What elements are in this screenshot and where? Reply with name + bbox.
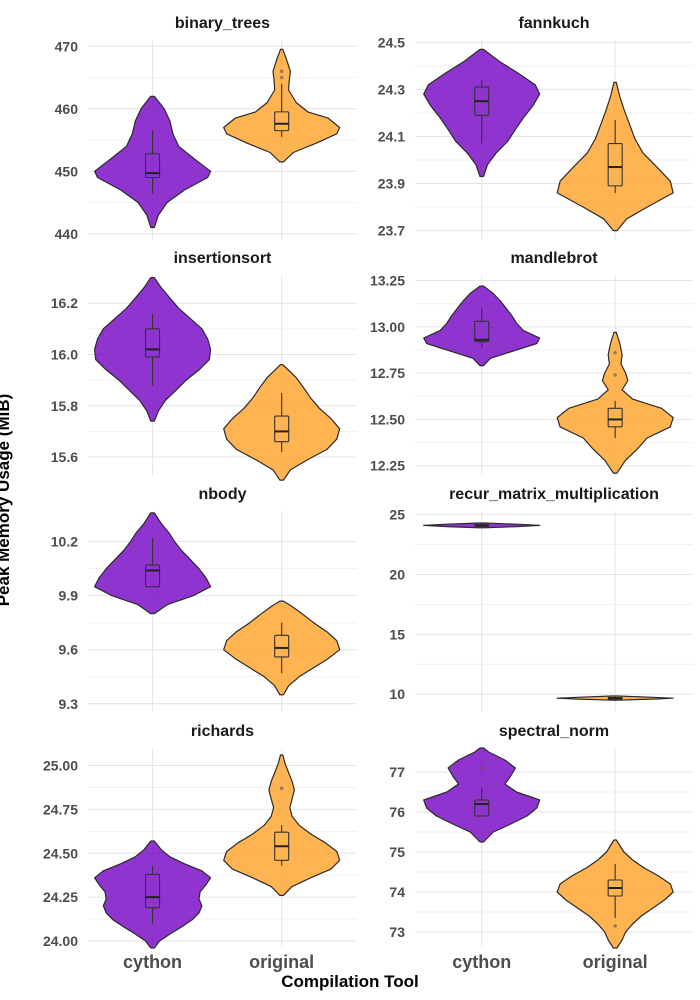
y-tick-label: 13.00 bbox=[370, 319, 405, 335]
box-cython bbox=[145, 873, 161, 909]
y-tick-label: 440 bbox=[55, 226, 79, 242]
y-tick-label: 20 bbox=[389, 566, 405, 582]
box-cython bbox=[145, 564, 161, 588]
violin-original bbox=[556, 839, 674, 949]
y-tick-label: 15 bbox=[389, 626, 405, 642]
outlier-point bbox=[613, 350, 617, 355]
box-cython bbox=[474, 320, 490, 343]
panel-fannkuch: 23.7 23.9 24.1 24.3 24.5 fannkuch bbox=[378, 15, 693, 240]
y-tick-label: 77 bbox=[389, 764, 405, 780]
violin-original bbox=[223, 364, 341, 481]
panel-nbody: 9.3 9.6 9.9 10.2 nbody bbox=[51, 486, 357, 712]
y-tick-label: 24.5 bbox=[378, 34, 405, 50]
box-original bbox=[274, 634, 290, 658]
y-tick-label: 10 bbox=[389, 686, 405, 702]
panel-title: richards bbox=[191, 723, 254, 740]
panel-title: fannkuch bbox=[518, 15, 589, 32]
x-tick-label-original: original bbox=[249, 952, 314, 972]
y-tick-label: 24.25 bbox=[43, 889, 78, 905]
y-tick-label: 23.9 bbox=[378, 176, 405, 192]
panel-title: insertionsort bbox=[174, 250, 272, 267]
outlier-point bbox=[613, 924, 617, 928]
y-tick-label: 15.8 bbox=[51, 398, 78, 414]
outlier-point bbox=[279, 786, 284, 791]
outlier-point bbox=[279, 69, 284, 74]
y-tick-label: 15.6 bbox=[51, 449, 78, 465]
y-axis-title: Peak Memory Usage (MiB) bbox=[0, 393, 13, 607]
box-original bbox=[607, 142, 623, 187]
outlier-point bbox=[479, 766, 484, 770]
violin-cython bbox=[94, 95, 212, 229]
y-tick-label: 16.0 bbox=[51, 346, 78, 362]
y-tick-label: 12.75 bbox=[370, 365, 405, 381]
panel-richards: 24.00 24.25 24.50 24.75 25.00 richards bbox=[43, 723, 357, 949]
x-tick-label-cython: cython bbox=[452, 952, 511, 972]
violin-cython bbox=[423, 285, 541, 367]
panel-title: spectral_norm bbox=[499, 723, 609, 740]
y-tick-label: 13.25 bbox=[370, 273, 405, 289]
y-tick-label: 74 bbox=[389, 884, 405, 900]
y-tick-label: 12.50 bbox=[370, 411, 405, 427]
box-original bbox=[274, 111, 290, 132]
x-tick-label-cython: cython bbox=[123, 952, 182, 972]
panel-insertionsort: 15.6 15.8 16.0 16.2 insertionsort bbox=[51, 250, 357, 481]
y-tick-label: 9.3 bbox=[59, 696, 79, 712]
y-tick-label: 12.25 bbox=[370, 458, 405, 474]
y-tick-label: 24.00 bbox=[43, 933, 78, 949]
y-tick-label: 24.50 bbox=[43, 845, 78, 861]
y-tick-label: 16.2 bbox=[51, 295, 78, 311]
y-tick-label: 25 bbox=[389, 507, 405, 523]
panel-title: mandlebrot bbox=[510, 250, 598, 267]
violin-cython bbox=[94, 840, 212, 949]
box-cython bbox=[145, 328, 161, 358]
box-original bbox=[607, 407, 623, 428]
x-axis-title: Compilation Tool bbox=[281, 972, 419, 991]
y-tick-label: 9.6 bbox=[59, 642, 79, 658]
y-tick-label: 25.00 bbox=[43, 758, 78, 774]
y-tick-label: 75 bbox=[389, 844, 405, 860]
panel-title: binary_trees bbox=[175, 15, 270, 32]
y-tick-label: 73 bbox=[389, 924, 405, 940]
y-tick-label: 23.7 bbox=[378, 223, 405, 239]
panel-mandlebrot: 12.25 12.50 12.75 13.00 13.25 mandlebrot bbox=[370, 250, 693, 475]
y-tick-label: 470 bbox=[55, 38, 79, 54]
y-tick-label: 24.3 bbox=[378, 81, 405, 97]
y-tick-label: 450 bbox=[55, 163, 79, 179]
outlier-point bbox=[279, 75, 284, 80]
panel-recur_matrix_multiplication: 10 15 20 25 recur_matrix_multiplication bbox=[389, 486, 693, 711]
y-tick-label: 76 bbox=[389, 804, 405, 820]
panel-binary_trees: 440 450 460 470 binary_trees bbox=[55, 15, 357, 242]
y-tick-label: 9.9 bbox=[59, 588, 79, 604]
box-cython bbox=[474, 799, 490, 817]
panel-spectral_norm: 73 74 75 76 77 spectral_norm bbox=[389, 723, 693, 949]
violin-original bbox=[556, 81, 674, 232]
y-tick-label: 460 bbox=[55, 101, 79, 117]
y-tick-label: 10.2 bbox=[51, 534, 78, 550]
y-tick-label: 24.75 bbox=[43, 801, 78, 817]
panel-title: nbody bbox=[199, 486, 247, 503]
box-original bbox=[274, 415, 290, 443]
x-tick-label-original: original bbox=[583, 952, 648, 972]
box-cython bbox=[145, 153, 161, 179]
panel-title: recur_matrix_multiplication bbox=[449, 486, 659, 503]
y-tick-label: 24.1 bbox=[378, 128, 405, 144]
outlier-point bbox=[613, 373, 617, 377]
violin-cython bbox=[423, 48, 541, 178]
